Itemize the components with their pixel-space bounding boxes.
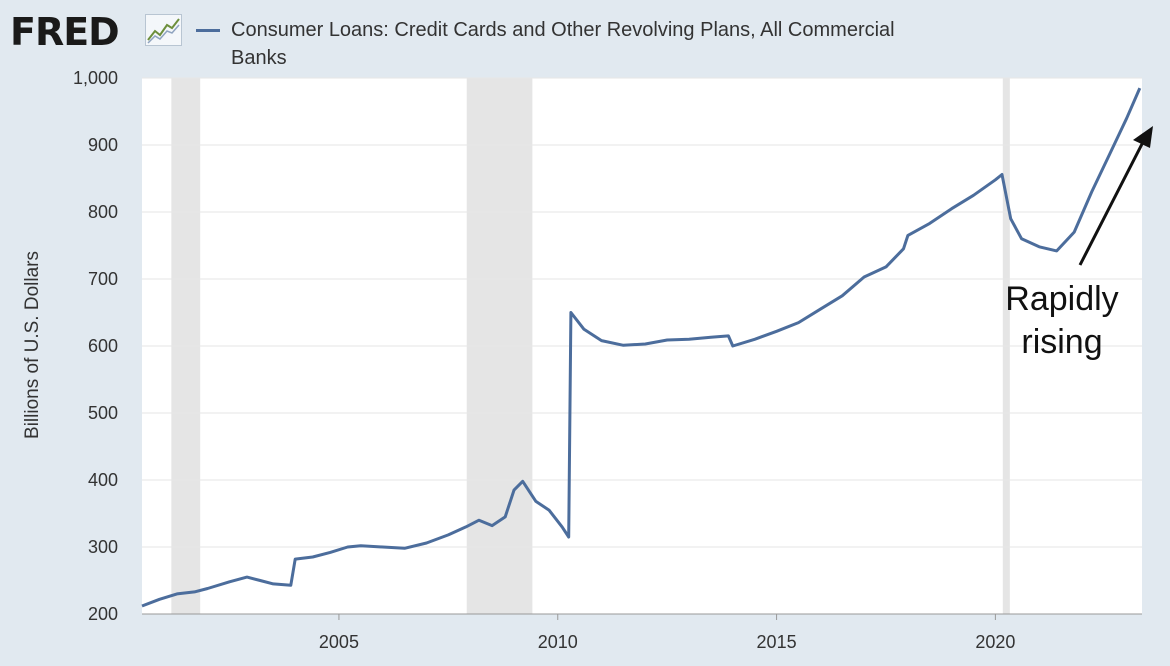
- y-tick-label: 700: [88, 269, 118, 289]
- series-line: [141, 87, 1142, 608]
- x-tick-label: 2010: [538, 632, 578, 652]
- annotation-text: rising: [1021, 323, 1102, 361]
- plot-area: 200 300 400 500 600 700 800 900 1,000 2005 2010 201…: [73, 68, 1142, 652]
- y-tick-label: 1,000: [73, 68, 118, 88]
- annotation-arrow-shaft: [1078, 141, 1145, 266]
- x-tick-label: 2020: [975, 632, 1015, 652]
- y-tick-label: 400: [88, 470, 118, 490]
- annotation-text: Rapidly: [1005, 280, 1118, 318]
- x-tick-label: 2015: [757, 632, 797, 652]
- legend-swatch: [196, 29, 220, 32]
- trend-line-icon: [145, 14, 182, 46]
- fred-logo[interactable]: FRED: [10, 10, 120, 54]
- chart-header: FRED Consumer Loans: Credit Cards and Ot…: [0, 0, 1170, 72]
- y-tick-label: 600: [88, 336, 118, 356]
- legend-series-label[interactable]: Consumer Loans: Credit Cards and Other R…: [231, 19, 895, 69]
- y-tick-label: 200: [88, 604, 118, 624]
- y-tick-label: 800: [88, 202, 118, 222]
- x-tick-label: 2005: [319, 632, 359, 652]
- annotation: Rapidly rising: [1005, 126, 1153, 361]
- annotation-arrow-head: [1133, 126, 1153, 148]
- y-tick-label: 900: [88, 135, 118, 155]
- y-axis-label: Billions of U.S. Dollars: [22, 251, 43, 439]
- y-tick-label: 500: [88, 403, 118, 423]
- y-tick-label: 300: [88, 537, 118, 557]
